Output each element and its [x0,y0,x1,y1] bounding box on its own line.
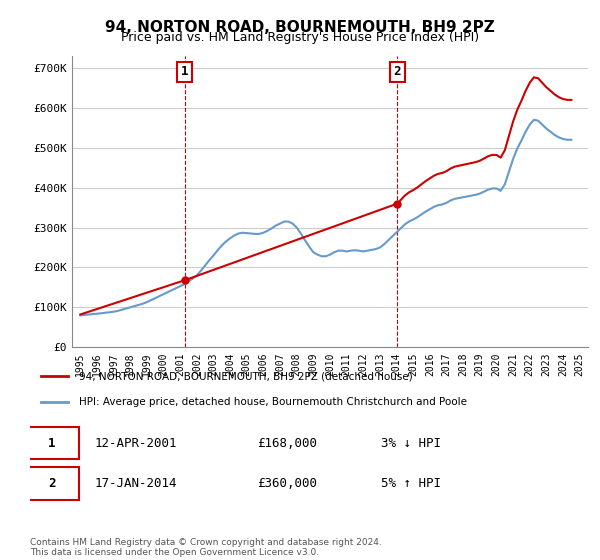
Text: 12-APR-2001: 12-APR-2001 [95,437,178,450]
Text: Price paid vs. HM Land Registry's House Price Index (HPI): Price paid vs. HM Land Registry's House … [121,31,479,44]
Text: Contains HM Land Registry data © Crown copyright and database right 2024.
This d: Contains HM Land Registry data © Crown c… [30,538,382,557]
Text: 3% ↓ HPI: 3% ↓ HPI [381,437,441,450]
FancyBboxPatch shape [25,427,79,459]
Text: 94, NORTON ROAD, BOURNEMOUTH, BH9 2PZ: 94, NORTON ROAD, BOURNEMOUTH, BH9 2PZ [105,20,495,35]
Text: 2: 2 [48,477,55,490]
Text: 2: 2 [394,66,401,78]
Text: £168,000: £168,000 [257,437,317,450]
Text: 5% ↑ HPI: 5% ↑ HPI [381,477,441,490]
Text: 1: 1 [181,66,188,78]
Text: 1: 1 [48,437,55,450]
FancyBboxPatch shape [25,468,79,500]
Text: 94, NORTON ROAD, BOURNEMOUTH, BH9 2PZ (detached house): 94, NORTON ROAD, BOURNEMOUTH, BH9 2PZ (d… [79,371,412,381]
Text: 17-JAN-2014: 17-JAN-2014 [95,477,178,490]
Text: HPI: Average price, detached house, Bournemouth Christchurch and Poole: HPI: Average price, detached house, Bour… [79,397,467,407]
Text: £360,000: £360,000 [257,477,317,490]
